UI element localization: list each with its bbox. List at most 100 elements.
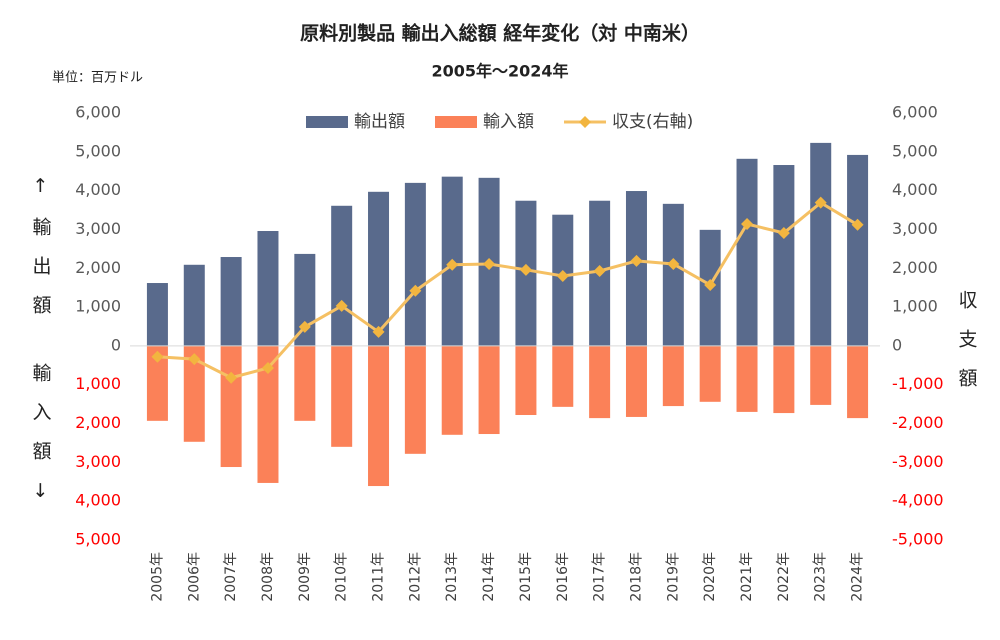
y-tick-label: 0	[111, 335, 121, 354]
balance-marker	[851, 218, 864, 231]
y2-tick-label: -3,000	[892, 452, 944, 471]
balance-marker	[630, 254, 643, 267]
bar	[331, 345, 353, 447]
y-tick-label: 3,000	[75, 219, 121, 238]
balance-marker	[188, 353, 201, 366]
chart-title: 原料別製品 輸出入総額 経年変化（対 中南米）	[300, 22, 700, 45]
y2-tick-label: 3,000	[892, 219, 938, 238]
x-tick-label: 2021年	[739, 552, 755, 602]
bar	[699, 345, 721, 402]
y2-tick-label: 0	[892, 335, 902, 354]
y-tick-label: 4,000	[75, 491, 121, 510]
y-tick-label: 2,000	[75, 413, 121, 432]
x-tick-label: 2013年	[444, 552, 460, 602]
bar	[662, 345, 684, 407]
y-tick-label: 4,000	[75, 180, 121, 199]
balance-marker	[741, 218, 754, 231]
x-tick-label: 2024年	[850, 552, 866, 602]
balance-marker	[298, 320, 311, 333]
bar	[183, 264, 205, 346]
y-tick-label: 6,000	[75, 103, 121, 122]
x-tick-label: 2015年	[518, 552, 534, 602]
bar	[552, 345, 574, 407]
y-tick-label: 5,000	[75, 530, 121, 549]
bar	[220, 345, 242, 468]
balance-marker	[483, 258, 496, 271]
y-tick-label: 5,000	[75, 141, 121, 160]
balance-marker	[335, 299, 348, 312]
bar	[331, 205, 353, 346]
bar	[183, 345, 205, 442]
bar	[257, 231, 279, 346]
y2-tick-label: 6,000	[892, 103, 938, 122]
bar	[146, 283, 168, 346]
y2-tick-label: -2,000	[892, 413, 944, 432]
x-tick-label: 2011年	[371, 552, 387, 602]
balance-marker	[777, 226, 790, 239]
x-tick-label: 2006年	[186, 552, 202, 602]
bar	[736, 158, 758, 346]
balance-marker	[409, 284, 422, 297]
bar	[404, 182, 426, 346]
x-tick-label: 2022年	[776, 552, 792, 602]
x-tick-label: 2009年	[297, 552, 313, 602]
x-tick-label: 2007年	[223, 552, 239, 602]
legend-swatch	[435, 116, 477, 128]
bar	[847, 345, 869, 419]
balance-marker	[556, 270, 569, 283]
unit-label: 単位：百万ドル	[52, 70, 143, 86]
balance-marker	[446, 258, 459, 271]
balance-marker	[151, 350, 164, 363]
bar	[368, 345, 390, 487]
bar	[736, 345, 758, 412]
bar	[810, 142, 832, 346]
x-tick-label: 2019年	[665, 552, 681, 602]
chart-subtitle: 2005年～2024年	[431, 62, 568, 81]
y-axis-label: 輸入額↓	[30, 363, 52, 522]
y2-axis-label: 収支額	[956, 290, 978, 407]
x-tick-label: 2012年	[407, 552, 423, 602]
balance-marker	[814, 196, 827, 209]
x-tick-label: 2017年	[592, 552, 608, 602]
legend-label: 収支(右軸)	[612, 112, 693, 132]
bar	[847, 154, 869, 346]
x-tick-label: 2020年	[702, 552, 718, 602]
x-tick-label: 2023年	[813, 552, 829, 602]
legend-swatch	[579, 116, 591, 128]
x-tick-label: 2014年	[481, 552, 497, 602]
balance-marker	[704, 278, 717, 291]
y2-tick-label: -5,000	[892, 530, 944, 549]
bar	[773, 165, 795, 346]
y2-tick-label: -4,000	[892, 491, 944, 510]
bar	[589, 345, 611, 419]
bar	[368, 191, 390, 346]
bar	[515, 345, 537, 416]
bar	[662, 203, 684, 346]
bar	[773, 345, 795, 414]
bar	[625, 191, 647, 346]
y-tick-label: 1,000	[75, 297, 121, 316]
y2-tick-label: 4,000	[892, 180, 938, 199]
y2-tick-label: 5,000	[892, 141, 938, 160]
bar	[146, 345, 168, 421]
y-tick-label: 3,000	[75, 452, 121, 471]
bar	[257, 345, 279, 483]
y-axis-label: ↑輸出額	[30, 175, 52, 334]
x-tick-label: 2008年	[260, 552, 276, 602]
balance-marker	[593, 264, 606, 277]
y2-tick-label: 1,000	[892, 297, 938, 316]
balance-marker	[372, 325, 385, 338]
y2-tick-label: 2,000	[892, 258, 938, 277]
balance-marker	[225, 371, 238, 384]
bar	[478, 345, 500, 435]
bar	[294, 345, 316, 421]
balance-line	[157, 200, 859, 380]
balance-marker	[519, 263, 532, 276]
x-tick-label: 2018年	[628, 552, 644, 602]
x-tick-label: 2010年	[334, 552, 350, 602]
bar	[220, 257, 242, 346]
x-tick-label: 2016年	[555, 552, 571, 602]
bar	[625, 345, 647, 417]
bar	[404, 345, 426, 454]
